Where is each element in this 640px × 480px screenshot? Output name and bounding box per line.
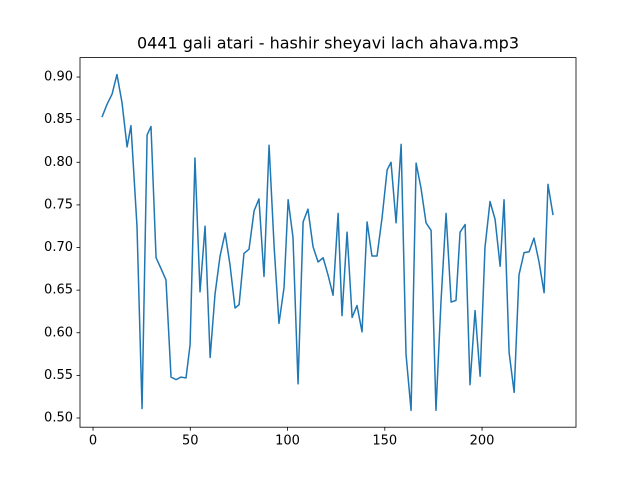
x-tick-label: 150: [372, 434, 397, 449]
y-tick-label: 0.60: [44, 325, 73, 340]
data-line: [101, 73, 554, 412]
x-tick-label: 200: [470, 434, 495, 449]
y-tick-label: 0.85: [44, 112, 73, 127]
y-tick-label: 0.75: [44, 197, 73, 212]
x-tick-label: 50: [182, 434, 199, 449]
chart-title: 0441 gali atari - hashir sheyavi lach ah…: [137, 34, 519, 53]
x-tick-label: 100: [275, 434, 300, 449]
y-tick-label: 0.70: [44, 240, 73, 255]
y-tick-label: 0.80: [44, 155, 73, 170]
y-tick-label: 0.55: [44, 368, 73, 383]
axes-frame: [79, 57, 577, 428]
y-tick-label: 0.50: [44, 410, 73, 425]
y-tick-label: 0.65: [44, 283, 73, 298]
x-tick-label: 0: [89, 434, 97, 449]
y-tick-label: 0.90: [44, 70, 73, 85]
